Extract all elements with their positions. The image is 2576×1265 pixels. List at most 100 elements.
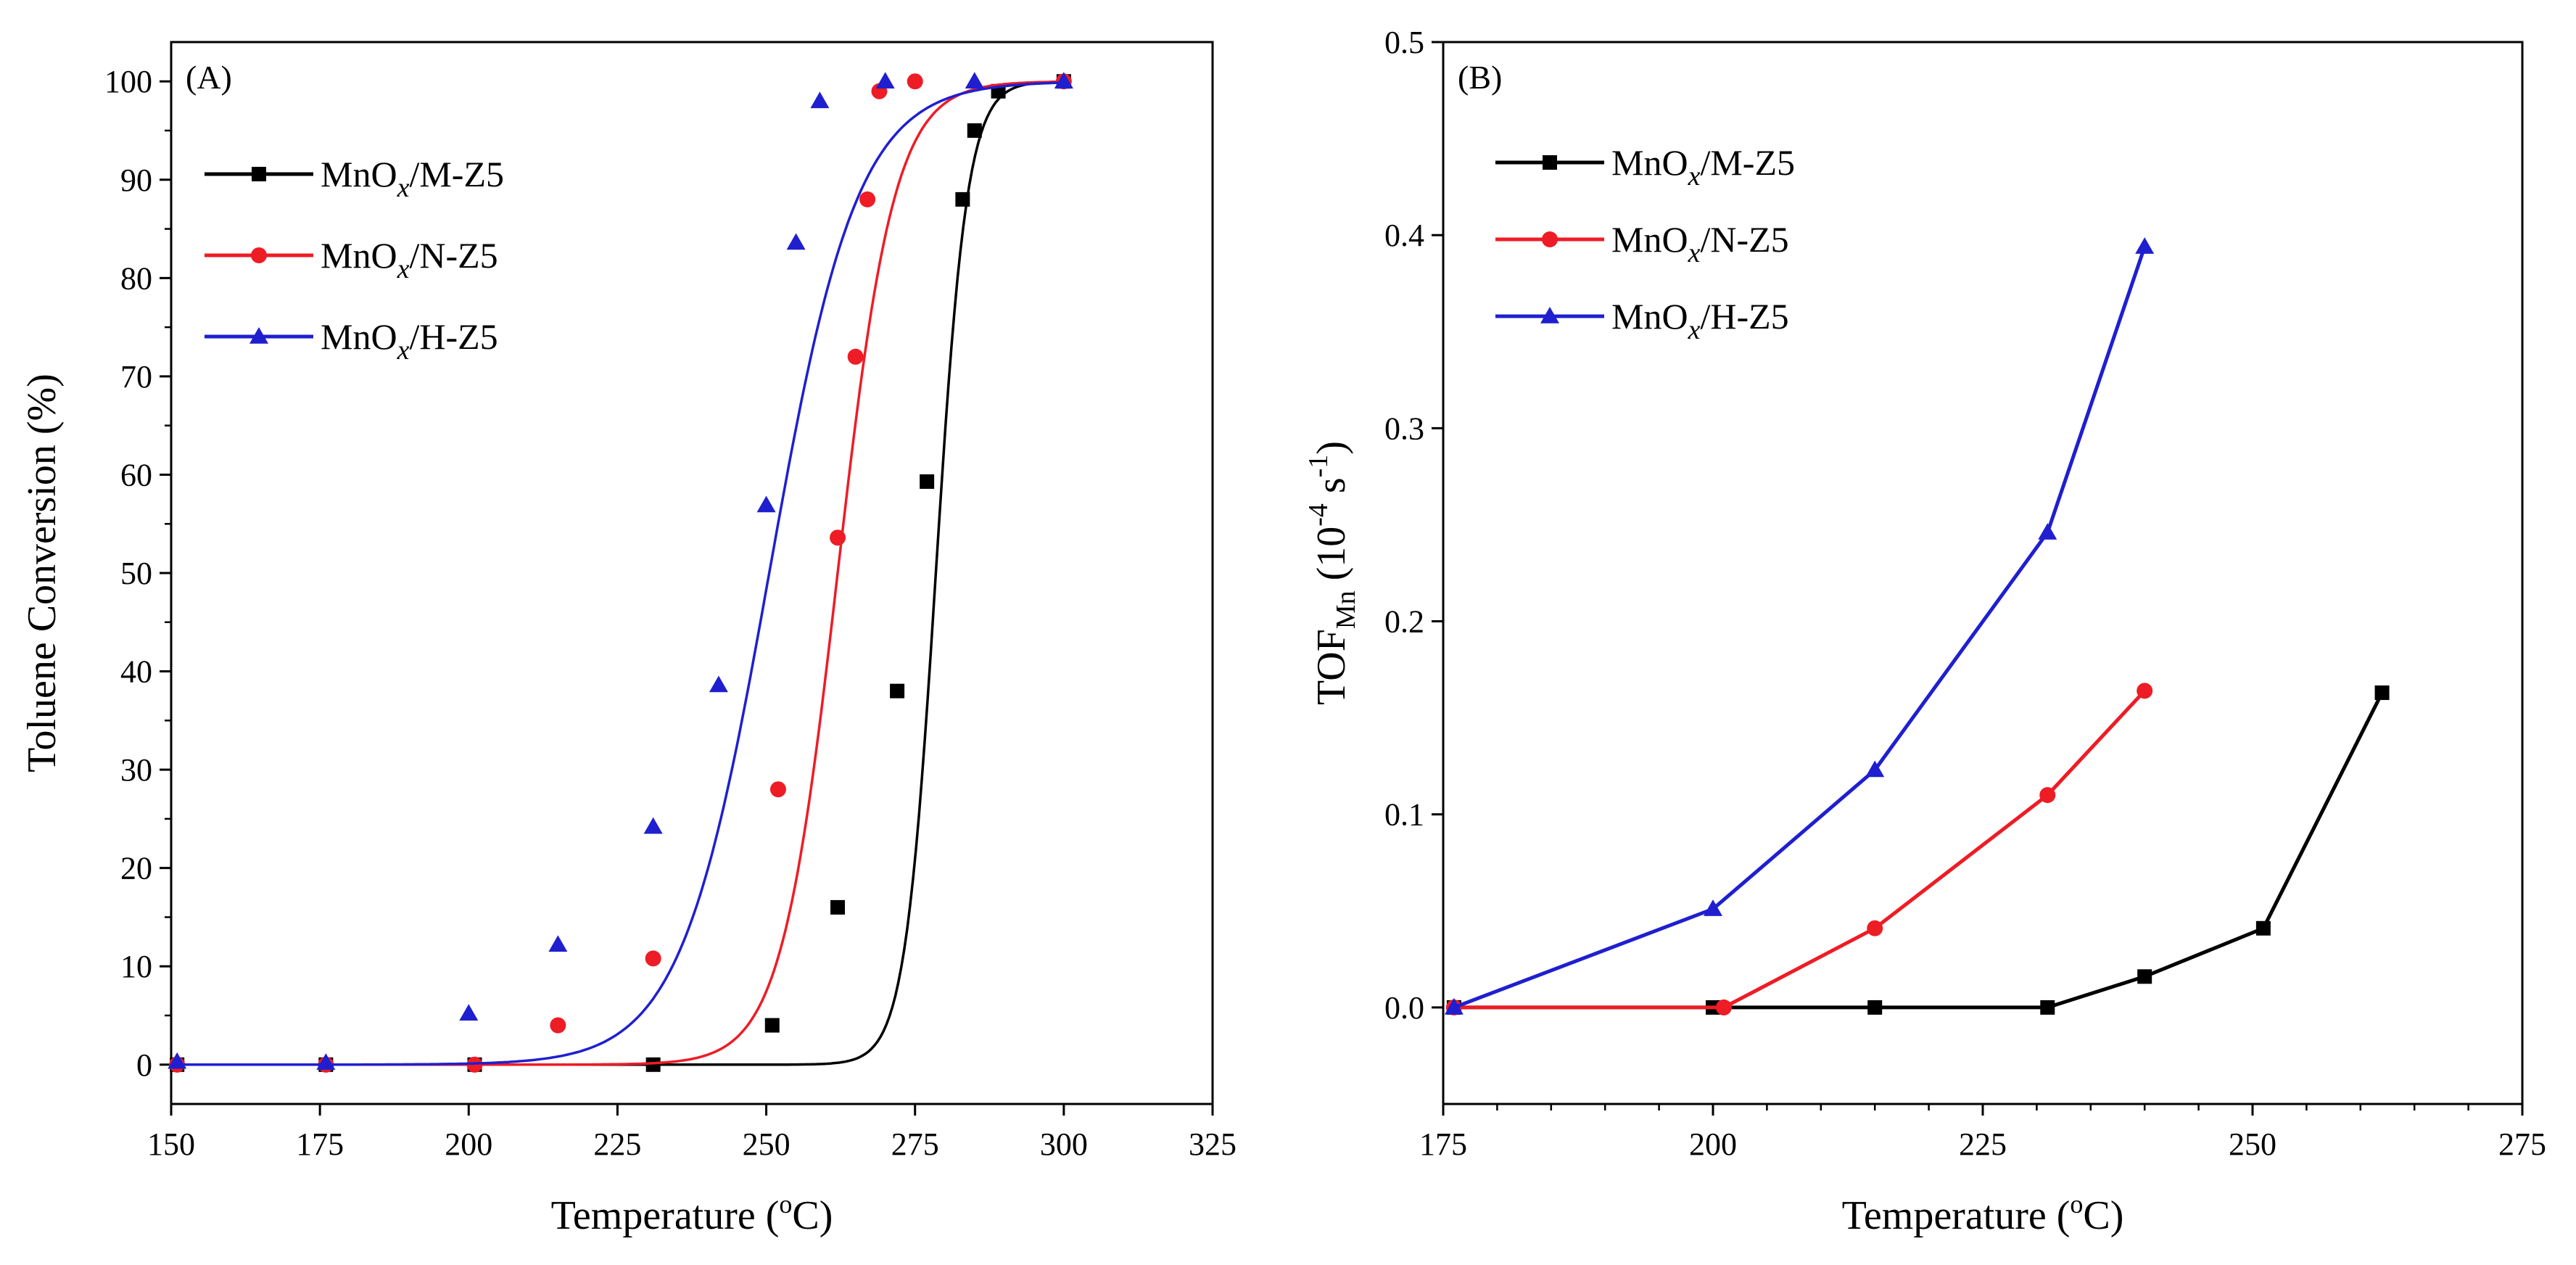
panel-label: (A) xyxy=(186,59,232,96)
legend-label: MnOx/H-Z5 xyxy=(321,316,498,366)
series-line xyxy=(177,81,1064,1066)
y-tick-label: 0.4 xyxy=(1384,218,1424,253)
y-tick-label: 0.0 xyxy=(1384,990,1424,1026)
y-tick-label: 0.3 xyxy=(1384,411,1424,446)
data-point xyxy=(2137,683,2153,699)
data-point xyxy=(847,348,864,365)
x-tick-label: 225 xyxy=(593,1126,641,1162)
series-m-z5 xyxy=(170,74,1071,1072)
data-point xyxy=(1865,760,1885,778)
data-point xyxy=(955,191,970,207)
series-h-z5 xyxy=(1444,237,2155,1015)
series-n-z5 xyxy=(1445,683,2153,1015)
data-point xyxy=(1704,899,1722,916)
y-tick-label: 100 xyxy=(104,64,152,99)
data-point xyxy=(890,683,905,699)
data-point xyxy=(2374,685,2390,701)
legend-marker xyxy=(1543,155,1557,170)
data-point xyxy=(2038,523,2057,540)
x-axis-title: Temperature (oC) xyxy=(1842,1190,2124,1238)
y-axis-title: Toluene Conversion (%) xyxy=(20,374,65,772)
series-h-z5 xyxy=(168,72,1073,1070)
data-point xyxy=(709,675,728,693)
legend-entry: MnOx/M-Z5 xyxy=(1495,142,1795,191)
x-tick-label: 250 xyxy=(2229,1126,2276,1162)
series-m-z5 xyxy=(1446,685,2390,1015)
data-point xyxy=(920,474,935,489)
plot-frame xyxy=(1442,41,2524,1105)
legend-label: MnOx/M-Z5 xyxy=(1611,142,1795,191)
data-point xyxy=(1715,999,1732,1015)
x-tick-label: 150 xyxy=(147,1126,195,1162)
data-point xyxy=(1867,1000,1883,1015)
legend-label: MnOx/N-Z5 xyxy=(1611,219,1789,268)
legend-entry: MnOx/N-Z5 xyxy=(1495,219,1789,268)
x-tick-label: 200 xyxy=(1689,1126,1737,1162)
data-point xyxy=(756,495,776,513)
legend-entry: MnOx/H-Z5 xyxy=(205,316,498,366)
legend-label: MnOx/H-Z5 xyxy=(1611,296,1789,345)
data-point xyxy=(830,899,846,915)
plot-frame xyxy=(170,41,1214,1105)
legend-label: MnOx/N-Z5 xyxy=(321,235,498,284)
legend-label: MnOx/M-Z5 xyxy=(321,154,504,203)
data-point xyxy=(643,817,663,834)
y-tick-label: 70 xyxy=(120,359,152,395)
x-tick-label: 275 xyxy=(2498,1126,2546,1162)
data-point xyxy=(1867,920,1883,936)
x-tick-label: 250 xyxy=(743,1126,790,1162)
legend-entry: MnOx/N-Z5 xyxy=(205,235,498,284)
y-tick-label: 0 xyxy=(136,1047,152,1083)
data-point xyxy=(830,530,846,546)
data-point xyxy=(2137,969,2152,984)
data-point xyxy=(907,73,923,90)
y-tick-label: 0.1 xyxy=(1384,797,1424,833)
data-point xyxy=(459,1004,479,1021)
x-axis-title: Temperature (oC) xyxy=(551,1190,833,1238)
series-line xyxy=(177,80,1064,1066)
data-point xyxy=(316,1053,336,1070)
data-point xyxy=(548,935,568,952)
x-tick-label: 225 xyxy=(1959,1126,2007,1162)
x-tick-label: 275 xyxy=(891,1126,939,1162)
data-point xyxy=(1444,997,1464,1015)
legend-entry: MnOx/H-Z5 xyxy=(1495,296,1789,345)
x-tick-label: 175 xyxy=(296,1126,344,1162)
data-point xyxy=(2255,920,2271,936)
data-point xyxy=(168,1052,187,1069)
series-line xyxy=(177,80,1064,1066)
data-point xyxy=(2039,787,2056,804)
x-tick-label: 200 xyxy=(445,1126,492,1162)
legend-marker xyxy=(249,327,268,344)
legend-entry: MnOx/M-Z5 xyxy=(205,154,504,203)
data-point xyxy=(786,233,806,250)
data-point xyxy=(769,781,786,798)
y-tick-label: 30 xyxy=(120,752,152,788)
y-tick-label: 60 xyxy=(120,457,152,493)
y-tick-label: 10 xyxy=(120,949,152,984)
data-point xyxy=(967,123,982,138)
series-line xyxy=(1453,691,2384,1010)
data-point xyxy=(810,91,830,109)
panel-b-tof-mn: 175 200 225 250 275 0.0 0.1 0.2 0.3 0.4 0.5 (B) Temp… xyxy=(1303,25,2546,1238)
x-tick-label: 300 xyxy=(1040,1126,1088,1162)
legend-marker xyxy=(1540,307,1559,324)
data-point xyxy=(965,72,984,88)
y-axis-title: TOFMn (10-4 s-1) xyxy=(1303,441,1361,705)
series-line xyxy=(1453,689,2147,1010)
panel-a-toluene-conversion: 150 175 200 225 250 275 300 325 0 10 20 30 40 50 60 70 8… xyxy=(20,41,1237,1238)
panel-label: (B) xyxy=(1458,59,1502,96)
y-tick-label: 50 xyxy=(120,556,152,591)
data-point xyxy=(2040,1000,2055,1015)
x-tick-label: 175 xyxy=(1419,1126,1467,1162)
x-tick-label: 325 xyxy=(1189,1126,1237,1162)
legend-marker xyxy=(252,167,266,181)
series-line xyxy=(1453,246,2147,1010)
data-point xyxy=(859,191,876,207)
y-tick-label: 0.5 xyxy=(1384,25,1424,60)
data-point xyxy=(645,950,661,967)
y-tick-label: 20 xyxy=(120,851,152,886)
data-point xyxy=(1054,72,1073,88)
data-point xyxy=(764,1018,780,1033)
